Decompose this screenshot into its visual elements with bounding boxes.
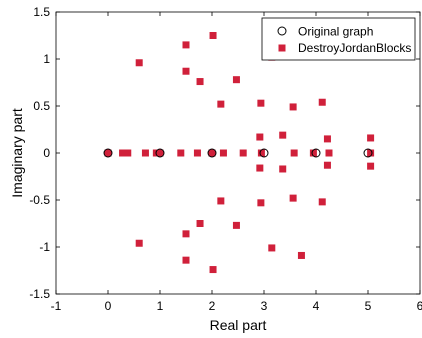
y-tick-label: 0.5: [33, 99, 50, 113]
point-destroyjordanblocks: [182, 41, 190, 49]
point-destroyjordanblocks: [124, 149, 132, 157]
point-original-graph: [103, 148, 113, 158]
point-destroyjordanblocks: [318, 198, 326, 206]
point-original-graph: [259, 148, 269, 158]
legend-label-destroyjordanblocks: DestroyJordanBlocks: [298, 41, 411, 55]
x-tick-label: 3: [261, 299, 268, 313]
x-tick-label: 6: [417, 299, 422, 313]
point-destroyjordanblocks: [141, 149, 149, 157]
legend-label-original-graph: Original graph: [298, 25, 373, 39]
point-destroyjordanblocks: [318, 98, 326, 106]
point-destroyjordanblocks: [323, 135, 331, 143]
point-destroyjordanblocks: [367, 149, 375, 157]
point-destroyjordanblocks: [196, 78, 204, 86]
point-destroyjordanblocks: [182, 67, 190, 75]
point-destroyjordanblocks: [209, 266, 217, 274]
y-tick-label: -1.5: [29, 287, 50, 301]
y-tick-label: 1.5: [33, 5, 50, 19]
point-destroyjordanblocks: [289, 103, 297, 111]
x-tick-label: -1: [51, 299, 62, 313]
x-tick-label: 2: [209, 299, 216, 313]
point-original-graph: [363, 148, 373, 158]
x-axis-label: Real part: [210, 317, 267, 333]
y-tick-label: 1: [43, 52, 50, 66]
y-tick-label: -0.5: [29, 193, 50, 207]
y-tick-label: 0: [43, 146, 50, 160]
legend-marker-original-graph: [277, 26, 287, 36]
point-destroyjordanblocks: [208, 149, 216, 157]
point-destroyjordanblocks: [367, 134, 375, 142]
legend-box: [261, 17, 416, 61]
point-destroyjordanblocks: [323, 161, 331, 169]
x-tick-label: 1: [157, 299, 164, 313]
point-destroyjordanblocks: [290, 149, 298, 157]
point-destroyjordanblocks: [257, 199, 265, 207]
legend: Original graph DestroyJordanBlocks: [261, 17, 416, 61]
point-destroyjordanblocks: [209, 32, 217, 39]
point-destroyjordanblocks: [367, 162, 375, 170]
point-destroyjordanblocks: [219, 149, 227, 157]
point-destroyjordanblocks: [279, 131, 287, 139]
x-tick-label: 0: [105, 299, 112, 313]
x-tick-label: 5: [365, 299, 372, 313]
point-destroyjordanblocks: [232, 221, 240, 229]
point-destroyjordanblocks: [297, 251, 305, 259]
point-destroyjordanblocks: [182, 256, 190, 264]
point-destroyjordanblocks: [239, 149, 247, 157]
point-destroyjordanblocks: [104, 149, 112, 157]
legend-marker-destroyjordanblocks: [278, 44, 286, 52]
point-destroyjordanblocks: [177, 149, 185, 157]
point-destroyjordanblocks: [217, 197, 225, 205]
y-axis-label: Imaginary part: [9, 108, 25, 198]
point-destroyjordanblocks: [182, 230, 190, 238]
point-destroyjordanblocks: [309, 149, 317, 157]
point-destroyjordanblocks: [156, 149, 164, 157]
point-destroyjordanblocks: [256, 164, 264, 172]
point-destroyjordanblocks: [279, 165, 287, 173]
point-destroyjordanblocks: [257, 99, 265, 107]
point-destroyjordanblocks: [193, 149, 201, 157]
point-destroyjordanblocks: [257, 149, 265, 157]
point-destroyjordanblocks: [135, 59, 143, 67]
x-tick-label: 4: [313, 299, 320, 313]
axes-box: [55, 11, 421, 295]
point-destroyjordanblocks: [196, 220, 204, 227]
point-destroyjordanblocks: [289, 194, 297, 202]
point-destroyjordanblocks: [232, 76, 240, 84]
point-original-graph: [207, 148, 217, 158]
point-destroyjordanblocks: [135, 239, 143, 247]
point-original-graph: [311, 148, 321, 158]
point-destroyjordanblocks: [256, 133, 264, 141]
point-original-graph: [155, 148, 165, 158]
point-destroyjordanblocks: [119, 149, 127, 157]
point-destroyjordanblocks: [325, 149, 333, 157]
y-tick-label: -1: [39, 240, 50, 254]
point-destroyjordanblocks: [268, 244, 276, 252]
point-destroyjordanblocks: [217, 100, 225, 108]
